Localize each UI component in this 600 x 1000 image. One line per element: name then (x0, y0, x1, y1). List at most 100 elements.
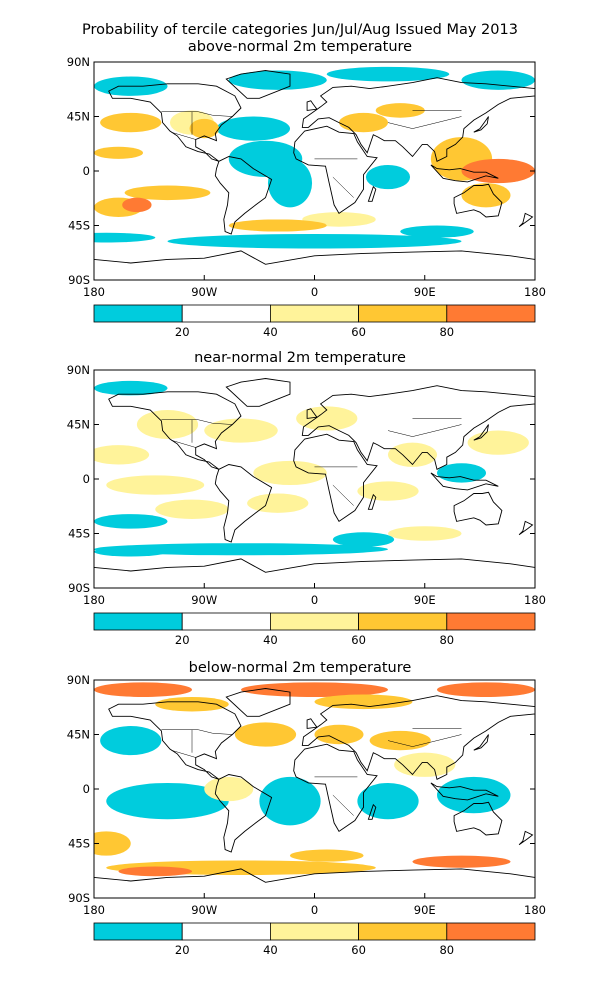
coastline-nz (518, 520, 534, 536)
coastline-africa (293, 433, 378, 523)
probability-region (247, 493, 309, 513)
country-border (387, 424, 462, 437)
coastline-greenland (225, 378, 291, 407)
legend-tick-label: 20 (175, 633, 190, 647)
probability-region (189, 118, 219, 139)
probability-region (357, 481, 419, 501)
coastlines (94, 70, 535, 280)
lat-label: 45S (68, 219, 90, 233)
lat-label: 45S (68, 527, 90, 541)
lon-label: 90E (414, 593, 436, 607)
probability-region (124, 185, 211, 201)
probability-region (94, 543, 388, 556)
legend-tick-label: 20 (175, 325, 190, 339)
lat-label: 90S (68, 273, 90, 287)
probability-region (314, 694, 413, 710)
lat-label: 90S (68, 891, 90, 905)
lon-label: 180 (524, 903, 546, 917)
legend-swatch-light_orange (358, 612, 448, 631)
lat-label: 45N (67, 728, 90, 742)
coastline-antarctica (94, 250, 535, 280)
country-border (332, 484, 354, 506)
coastline-australia (453, 491, 503, 526)
coastline-samerica (214, 774, 273, 853)
lat-label: 90N (67, 55, 90, 69)
country-border (387, 116, 462, 129)
legend-swatch-white (181, 612, 271, 631)
probability-region (253, 460, 327, 486)
lon-label: 180 (524, 593, 546, 607)
lat-label: 0 (83, 164, 90, 178)
probability-region (118, 866, 192, 877)
lat-label: 45N (67, 418, 90, 432)
coastline-australia (453, 801, 503, 836)
lon-label: 180 (524, 285, 546, 299)
probability-region (357, 782, 419, 820)
coastline-africa (293, 743, 378, 833)
lon-label: 180 (83, 903, 105, 917)
probability-region (437, 776, 511, 814)
probability-region (388, 526, 462, 541)
probability-region (369, 730, 431, 751)
lon-label: 0 (311, 285, 318, 299)
probability-region (122, 197, 152, 213)
probability-region (100, 726, 162, 756)
lat-label: 90N (67, 363, 90, 377)
panel-title-near: near-normal 2m temperature (194, 350, 406, 366)
legend-tick-label: 80 (439, 633, 454, 647)
legend-swatch-cyan (93, 304, 183, 323)
probability-field (94, 370, 535, 588)
panel-near-normal: near-normal 2m temperature 90N 45N 0 45S 90S… (0, 350, 600, 647)
coastline-australia (453, 183, 503, 218)
country-border (171, 749, 196, 758)
country-border (332, 794, 354, 816)
probability-region (259, 776, 321, 826)
coastline-indonesia (430, 472, 499, 491)
legend-tick-label: 80 (439, 943, 454, 957)
probability-region (365, 164, 411, 190)
probability-region (94, 380, 168, 396)
coastline-indonesia (430, 164, 499, 183)
legend-swatch-white (181, 304, 271, 323)
figure-title: Probability of tercile categories Jun/Ju… (82, 22, 518, 38)
probability-region (216, 116, 290, 141)
probability-region (332, 532, 395, 547)
country-border (161, 419, 233, 425)
probability-region (94, 445, 150, 465)
lon-label: 180 (83, 593, 105, 607)
lon-label: 90E (414, 285, 436, 299)
probability-region (241, 682, 388, 697)
legend-swatch-pale_yellow (269, 612, 359, 631)
coastline-greenland (225, 70, 291, 99)
lat-label: 45N (67, 110, 90, 124)
probability-region (339, 112, 388, 133)
legend-tick-label: 60 (351, 943, 366, 957)
coastline-samerica (214, 156, 273, 235)
coastline-madagascar (367, 803, 377, 820)
probability-region (400, 225, 474, 238)
lat-label: 90S (68, 581, 90, 595)
coastline-namerica (108, 391, 242, 470)
probability-region (461, 70, 535, 90)
panel-title-above: above-normal 2m temperature (187, 39, 413, 55)
probability-region (94, 514, 168, 529)
legend-tick-label: 80 (439, 325, 454, 339)
lon-label: 90W (191, 903, 217, 917)
coastline-namerica (108, 83, 242, 162)
probability-region (94, 831, 131, 856)
coastline-uk (306, 408, 318, 419)
legend-tick-label: 20 (175, 943, 190, 957)
probability-region (412, 855, 511, 868)
probability-region (106, 475, 205, 495)
lon-label: 90E (414, 903, 436, 917)
panel-title-below: below-normal 2m temperature (188, 660, 412, 676)
lon-label: 0 (311, 903, 318, 917)
coastline-madagascar (367, 493, 377, 510)
probability-region (234, 722, 297, 747)
probability-region (94, 146, 143, 159)
coastline-antarctica (94, 558, 535, 588)
probability-region (375, 103, 425, 118)
lat-label: 0 (83, 782, 90, 796)
